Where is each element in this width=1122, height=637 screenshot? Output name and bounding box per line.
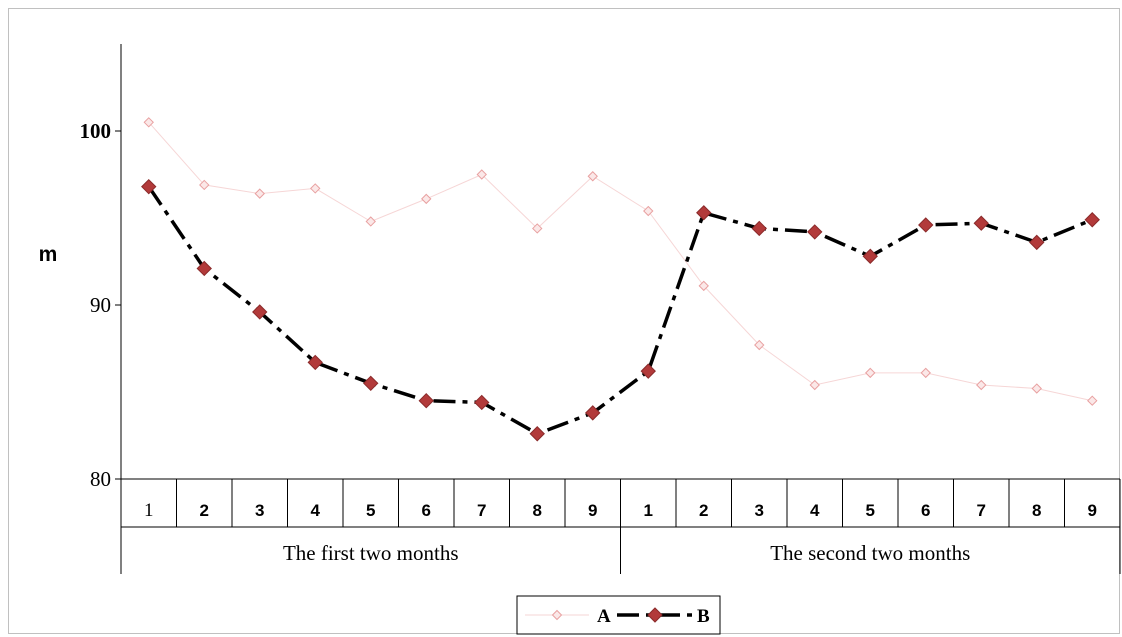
- series-a-point: [310, 183, 321, 194]
- series-a-point: [698, 280, 709, 292]
- series-b-point: [973, 215, 989, 231]
- x-tick-label: 7: [977, 501, 986, 520]
- series-b-point: [307, 354, 323, 371]
- series-a-point: [365, 216, 376, 227]
- series-b-point: [807, 224, 823, 240]
- x-tick-label: 9: [588, 501, 597, 520]
- series-b-point: [529, 426, 545, 442]
- legend-b-label: B: [697, 606, 710, 627]
- x-tick-label: 1: [644, 501, 653, 520]
- series-a-point: [476, 169, 487, 180]
- legend-a-label: A: [597, 606, 611, 627]
- series-b-point: [640, 363, 656, 379]
- series-b-point: [474, 394, 490, 411]
- x-tick-label: 7: [477, 501, 486, 520]
- x-tick-label: 1: [144, 500, 154, 521]
- x-tick-label: 4: [810, 501, 820, 520]
- y-axis-label: m: [39, 243, 58, 266]
- x-tick-label: 4: [311, 501, 321, 520]
- series-a-point: [865, 367, 876, 379]
- series-b-point: [196, 260, 212, 277]
- y-tick-label: 80: [90, 467, 111, 491]
- series-a-point: [809, 379, 820, 391]
- series-a-point: [199, 179, 210, 191]
- legend-a-marker: [551, 609, 563, 621]
- series-a-point: [976, 379, 987, 391]
- x-tick-label: 6: [921, 501, 930, 520]
- series-a-point: [254, 188, 265, 199]
- series-a-point: [754, 339, 765, 351]
- series-a-point: [920, 367, 931, 379]
- group-label: The second two months: [770, 541, 970, 565]
- series-b-point: [141, 178, 157, 195]
- series-b-point: [1029, 234, 1045, 251]
- series-a-point: [532, 223, 543, 234]
- group-label: The first two months: [283, 541, 459, 565]
- series-a-point: [587, 171, 598, 182]
- series-b-point: [418, 392, 434, 409]
- x-tick-label: 3: [255, 501, 264, 520]
- series-b-point: [751, 220, 767, 237]
- series-a-point: [643, 205, 654, 217]
- series-a-point: [421, 193, 432, 205]
- x-tick-label: 8: [533, 501, 542, 520]
- legend-b-marker: [647, 607, 663, 623]
- chart-frame: [8, 8, 1120, 634]
- y-tick-label: 90: [90, 293, 111, 317]
- x-tick-label: 5: [866, 501, 875, 520]
- series-a-point: [143, 117, 154, 128]
- series-b-point: [862, 248, 878, 264]
- series-b-point: [1084, 212, 1100, 228]
- series-b-point: [918, 217, 934, 233]
- series-a-point: [1031, 383, 1042, 394]
- x-tick-label: 3: [755, 501, 764, 520]
- series-a-point: [1087, 395, 1098, 406]
- series-b-point: [696, 205, 712, 221]
- series-b-line: [147, 185, 1093, 436]
- x-tick-label: 9: [1088, 501, 1097, 520]
- series-b-point: [252, 304, 268, 320]
- x-tick-label: 2: [200, 501, 209, 520]
- x-tick-label: 6: [422, 501, 431, 520]
- x-tick-label: 5: [366, 501, 375, 520]
- x-tick-label: 8: [1032, 501, 1041, 520]
- x-tick-label: 2: [699, 501, 708, 520]
- series-b-point: [585, 405, 601, 421]
- series-b-point: [363, 375, 379, 392]
- y-tick-label: 100: [80, 119, 112, 143]
- series-a-line: [148, 121, 1093, 402]
